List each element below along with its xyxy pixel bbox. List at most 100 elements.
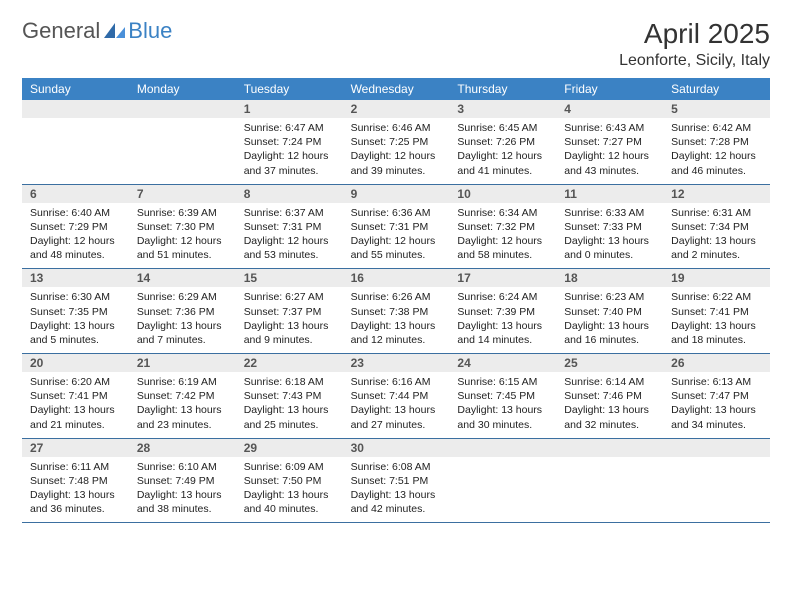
week-row: 1Sunrise: 6:47 AMSunset: 7:24 PMDaylight… (22, 100, 770, 185)
daylight2-text: and 18 minutes. (671, 333, 762, 347)
sunset-text: Sunset: 7:36 PM (137, 305, 228, 319)
daylight2-text: and 30 minutes. (457, 418, 548, 432)
sunrise-text: Sunrise: 6:15 AM (457, 375, 548, 389)
day-number: 21 (129, 354, 236, 372)
calendar-cell (129, 100, 236, 184)
sunset-text: Sunset: 7:46 PM (564, 389, 655, 403)
calendar-cell: 11Sunrise: 6:33 AMSunset: 7:33 PMDayligh… (556, 185, 663, 269)
sunrise-text: Sunrise: 6:30 AM (30, 290, 121, 304)
day-header: Friday (556, 78, 663, 100)
daylight1-text: Daylight: 12 hours (351, 149, 442, 163)
sunset-text: Sunset: 7:47 PM (671, 389, 762, 403)
day-body: Sunrise: 6:23 AMSunset: 7:40 PMDaylight:… (556, 287, 663, 353)
daylight1-text: Daylight: 13 hours (351, 488, 442, 502)
sunset-text: Sunset: 7:33 PM (564, 220, 655, 234)
sunrise-text: Sunrise: 6:11 AM (30, 460, 121, 474)
day-number: 6 (22, 185, 129, 203)
daylight2-text: and 58 minutes. (457, 248, 548, 262)
sunrise-text: Sunrise: 6:37 AM (244, 206, 335, 220)
daylight1-text: Daylight: 13 hours (564, 403, 655, 417)
calendar-cell: 5Sunrise: 6:42 AMSunset: 7:28 PMDaylight… (663, 100, 770, 184)
daylight2-text: and 25 minutes. (244, 418, 335, 432)
calendar-cell: 14Sunrise: 6:29 AMSunset: 7:36 PMDayligh… (129, 269, 236, 353)
title-block: April 2025 Leonforte, Sicily, Italy (619, 18, 770, 70)
day-number: 26 (663, 354, 770, 372)
day-number: 2 (343, 100, 450, 118)
sunrise-text: Sunrise: 6:23 AM (564, 290, 655, 304)
day-body: Sunrise: 6:09 AMSunset: 7:50 PMDaylight:… (236, 457, 343, 523)
sunrise-text: Sunrise: 6:14 AM (564, 375, 655, 389)
daylight2-text: and 5 minutes. (30, 333, 121, 347)
day-body: Sunrise: 6:31 AMSunset: 7:34 PMDaylight:… (663, 203, 770, 269)
calendar-cell (556, 439, 663, 523)
daylight1-text: Daylight: 12 hours (457, 234, 548, 248)
calendar-cell: 1Sunrise: 6:47 AMSunset: 7:24 PMDaylight… (236, 100, 343, 184)
daylight1-text: Daylight: 13 hours (244, 403, 335, 417)
week-row: 27Sunrise: 6:11 AMSunset: 7:48 PMDayligh… (22, 439, 770, 524)
sunrise-text: Sunrise: 6:27 AM (244, 290, 335, 304)
sunrise-text: Sunrise: 6:33 AM (564, 206, 655, 220)
logo-text-2: Blue (128, 18, 172, 44)
daylight1-text: Daylight: 13 hours (564, 319, 655, 333)
sunset-text: Sunset: 7:29 PM (30, 220, 121, 234)
day-body: Sunrise: 6:13 AMSunset: 7:47 PMDaylight:… (663, 372, 770, 438)
day-body: Sunrise: 6:18 AMSunset: 7:43 PMDaylight:… (236, 372, 343, 438)
header: General Blue April 2025 Leonforte, Sicil… (22, 18, 770, 70)
day-body: Sunrise: 6:30 AMSunset: 7:35 PMDaylight:… (22, 287, 129, 353)
calendar-cell: 3Sunrise: 6:45 AMSunset: 7:26 PMDaylight… (449, 100, 556, 184)
day-number: 9 (343, 185, 450, 203)
day-body: Sunrise: 6:19 AMSunset: 7:42 PMDaylight:… (129, 372, 236, 438)
daylight1-text: Daylight: 12 hours (457, 149, 548, 163)
calendar-cell: 20Sunrise: 6:20 AMSunset: 7:41 PMDayligh… (22, 354, 129, 438)
daylight1-text: Daylight: 12 hours (351, 234, 442, 248)
sunset-text: Sunset: 7:25 PM (351, 135, 442, 149)
day-number (556, 439, 663, 457)
sunset-text: Sunset: 7:41 PM (671, 305, 762, 319)
day-number: 14 (129, 269, 236, 287)
day-body: Sunrise: 6:11 AMSunset: 7:48 PMDaylight:… (22, 457, 129, 523)
daylight1-text: Daylight: 13 hours (671, 403, 762, 417)
week-row: 13Sunrise: 6:30 AMSunset: 7:35 PMDayligh… (22, 269, 770, 354)
daylight2-text: and 14 minutes. (457, 333, 548, 347)
day-header: Tuesday (236, 78, 343, 100)
daylight2-text: and 37 minutes. (244, 164, 335, 178)
month-title: April 2025 (619, 18, 770, 50)
logo: General Blue (22, 18, 172, 44)
daylight2-text: and 43 minutes. (564, 164, 655, 178)
daylight2-text: and 0 minutes. (564, 248, 655, 262)
sunset-text: Sunset: 7:37 PM (244, 305, 335, 319)
daylight1-text: Daylight: 13 hours (137, 488, 228, 502)
sunset-text: Sunset: 7:49 PM (137, 474, 228, 488)
day-body: Sunrise: 6:34 AMSunset: 7:32 PMDaylight:… (449, 203, 556, 269)
daylight2-text: and 27 minutes. (351, 418, 442, 432)
day-number: 30 (343, 439, 450, 457)
day-number: 8 (236, 185, 343, 203)
calendar-cell: 25Sunrise: 6:14 AMSunset: 7:46 PMDayligh… (556, 354, 663, 438)
day-number: 15 (236, 269, 343, 287)
day-number: 27 (22, 439, 129, 457)
calendar-cell: 21Sunrise: 6:19 AMSunset: 7:42 PMDayligh… (129, 354, 236, 438)
week-row: 20Sunrise: 6:20 AMSunset: 7:41 PMDayligh… (22, 354, 770, 439)
sunrise-text: Sunrise: 6:31 AM (671, 206, 762, 220)
daylight1-text: Daylight: 13 hours (30, 488, 121, 502)
daylight2-text: and 23 minutes. (137, 418, 228, 432)
calendar-cell: 28Sunrise: 6:10 AMSunset: 7:49 PMDayligh… (129, 439, 236, 523)
calendar-cell: 17Sunrise: 6:24 AMSunset: 7:39 PMDayligh… (449, 269, 556, 353)
day-number: 24 (449, 354, 556, 372)
daylight1-text: Daylight: 13 hours (137, 403, 228, 417)
daylight1-text: Daylight: 12 hours (564, 149, 655, 163)
sunrise-text: Sunrise: 6:40 AM (30, 206, 121, 220)
day-number (22, 100, 129, 118)
day-body: Sunrise: 6:39 AMSunset: 7:30 PMDaylight:… (129, 203, 236, 269)
daylight1-text: Daylight: 13 hours (137, 319, 228, 333)
calendar-cell: 24Sunrise: 6:15 AMSunset: 7:45 PMDayligh… (449, 354, 556, 438)
day-number: 7 (129, 185, 236, 203)
day-body: Sunrise: 6:27 AMSunset: 7:37 PMDaylight:… (236, 287, 343, 353)
day-body: Sunrise: 6:46 AMSunset: 7:25 PMDaylight:… (343, 118, 450, 184)
day-body: Sunrise: 6:24 AMSunset: 7:39 PMDaylight:… (449, 287, 556, 353)
day-body: Sunrise: 6:43 AMSunset: 7:27 PMDaylight:… (556, 118, 663, 184)
day-header: Wednesday (343, 78, 450, 100)
daylight2-text: and 41 minutes. (457, 164, 548, 178)
sunrise-text: Sunrise: 6:36 AM (351, 206, 442, 220)
sunrise-text: Sunrise: 6:10 AM (137, 460, 228, 474)
